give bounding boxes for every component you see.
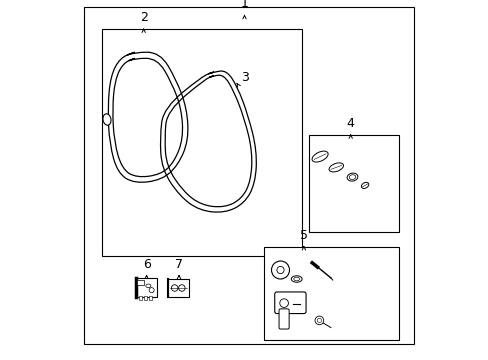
Ellipse shape: [361, 182, 368, 189]
Circle shape: [171, 285, 178, 291]
Circle shape: [149, 288, 154, 293]
Bar: [137, 280, 143, 285]
Bar: [148, 296, 151, 300]
FancyBboxPatch shape: [168, 279, 189, 297]
Ellipse shape: [328, 163, 343, 172]
Circle shape: [314, 316, 323, 325]
Ellipse shape: [145, 284, 151, 288]
Bar: [102, 29, 302, 256]
Ellipse shape: [348, 175, 355, 180]
Ellipse shape: [311, 151, 327, 162]
Ellipse shape: [293, 277, 299, 281]
FancyBboxPatch shape: [136, 278, 156, 297]
Text: 7: 7: [175, 258, 183, 271]
Text: 6: 6: [142, 258, 150, 271]
Ellipse shape: [103, 114, 111, 125]
Bar: [309, 135, 399, 232]
Ellipse shape: [291, 276, 302, 282]
Circle shape: [279, 299, 288, 307]
Bar: [143, 296, 146, 300]
Circle shape: [317, 318, 321, 323]
Circle shape: [271, 261, 289, 279]
Text: 2: 2: [140, 12, 147, 24]
Text: 5: 5: [299, 229, 307, 242]
Ellipse shape: [346, 173, 357, 181]
FancyBboxPatch shape: [279, 309, 288, 329]
Bar: [139, 296, 141, 300]
Circle shape: [276, 266, 284, 274]
Text: 3: 3: [241, 71, 248, 84]
Circle shape: [178, 285, 185, 291]
Bar: [264, 247, 399, 340]
FancyBboxPatch shape: [274, 292, 305, 314]
Text: 1: 1: [240, 0, 248, 10]
Text: 4: 4: [346, 117, 354, 130]
